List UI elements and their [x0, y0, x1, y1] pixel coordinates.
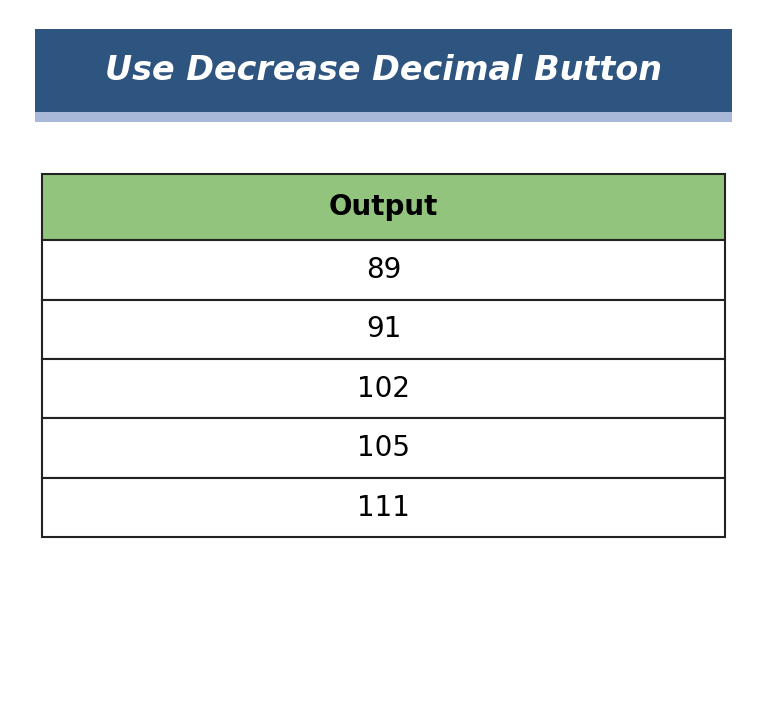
Text: 111: 111 [357, 494, 410, 521]
Text: 91: 91 [366, 316, 401, 343]
Text: 105: 105 [357, 434, 410, 462]
Text: 89: 89 [366, 256, 401, 284]
Text: Use Decrease Decimal Button: Use Decrease Decimal Button [105, 54, 662, 87]
Text: 102: 102 [357, 375, 410, 403]
Text: Output: Output [329, 193, 438, 221]
